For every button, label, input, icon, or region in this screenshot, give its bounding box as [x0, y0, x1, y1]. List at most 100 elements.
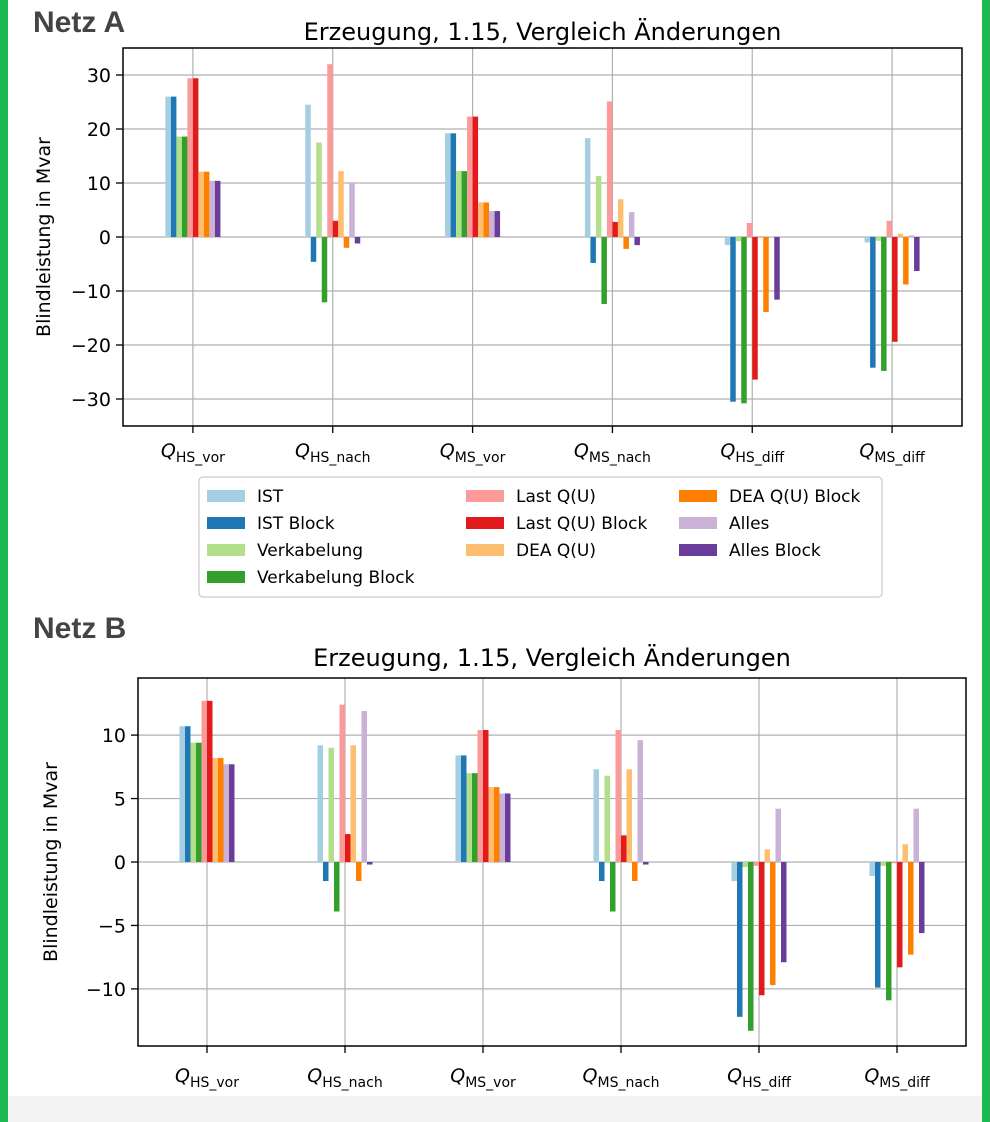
x-tick-label: QHS_vor — [175, 1065, 239, 1091]
bar — [742, 862, 748, 868]
bar — [354, 237, 361, 244]
bar — [770, 862, 776, 986]
bar — [914, 237, 920, 272]
chart-title: Erzeugung, 1.15, Vergleich Änderungen — [313, 643, 791, 672]
bar — [897, 233, 904, 237]
bar — [593, 769, 599, 862]
bar — [323, 862, 329, 882]
legend-swatch — [207, 544, 245, 556]
bar — [880, 862, 886, 866]
bar — [478, 202, 484, 237]
bar — [203, 171, 210, 237]
bar — [332, 220, 339, 237]
bar — [759, 862, 765, 996]
y-tick-label: 5 — [114, 789, 126, 811]
bar — [752, 237, 758, 380]
legend-label: DEA Q(U) — [516, 541, 596, 561]
legend-swatch — [679, 544, 717, 556]
bar — [229, 764, 235, 862]
legend-label: Alles Block — [729, 541, 821, 561]
bar — [886, 862, 892, 1001]
bar — [483, 730, 489, 862]
bar — [908, 862, 914, 955]
bar — [612, 221, 618, 237]
bar — [494, 211, 501, 237]
chart-legend: IST IST Block Verkabelung Verkabelung Block… — [198, 476, 883, 598]
y-axis-label: Blindleistung in Mvar — [33, 137, 55, 337]
legend-box — [198, 476, 883, 598]
bar — [317, 745, 323, 862]
legend-swatch — [679, 490, 717, 502]
bar — [350, 745, 356, 862]
bar — [913, 808, 919, 862]
bar — [338, 171, 344, 237]
y-tick-label: 10 — [102, 725, 126, 747]
bar — [499, 793, 505, 862]
legend-swatch — [466, 517, 504, 529]
y-tick-label: −30 — [71, 389, 111, 411]
bar — [165, 96, 171, 237]
bar — [494, 787, 500, 862]
legend-swatch — [466, 544, 504, 556]
bar — [919, 862, 925, 934]
bar — [334, 862, 340, 912]
bar — [489, 211, 495, 237]
bar — [201, 700, 207, 862]
bar — [768, 236, 775, 237]
x-tick-label: QMS_vor — [440, 440, 506, 466]
legend-swatch — [207, 490, 245, 502]
legend-label: Alles — [729, 514, 770, 534]
x-tick-label: QHS_nach — [307, 1065, 382, 1091]
x-tick-label: QHS_diff — [727, 1065, 791, 1091]
bar — [343, 237, 350, 248]
bar — [207, 700, 213, 862]
bar — [735, 237, 742, 242]
bar — [327, 64, 333, 237]
bar — [869, 862, 875, 876]
bar — [190, 742, 196, 862]
x-tick-label: QMS_diff — [859, 440, 925, 466]
legend-swatch — [207, 517, 245, 529]
legend-label: IST — [257, 487, 284, 507]
bar — [892, 237, 898, 342]
net-a-label: Netz A — [33, 6, 126, 39]
bar — [764, 849, 770, 862]
bar — [891, 862, 897, 864]
bar — [456, 171, 462, 237]
x-tick-label: QHS_vor — [161, 440, 225, 466]
bar — [737, 862, 743, 1017]
bar — [339, 704, 345, 862]
bar — [356, 862, 362, 882]
bar — [192, 78, 199, 238]
bar — [881, 237, 887, 371]
bar — [214, 180, 221, 237]
bar — [632, 862, 638, 882]
bar — [450, 133, 457, 237]
bar — [187, 78, 193, 238]
bar — [218, 757, 224, 862]
bar — [724, 237, 731, 246]
bar — [908, 235, 915, 237]
bar — [615, 730, 621, 862]
legend-label: DEA Q(U) Block — [729, 487, 860, 507]
bar — [781, 862, 787, 963]
y-tick-label: 0 — [99, 227, 111, 249]
y-tick-label: 0 — [114, 852, 126, 874]
bar — [763, 237, 769, 313]
bar — [753, 862, 759, 866]
bar — [617, 199, 624, 237]
bar — [897, 862, 903, 968]
bar — [345, 834, 351, 862]
y-tick-label: 10 — [87, 173, 111, 195]
legend-label: IST Block — [257, 514, 335, 534]
y-axis-label: Blindleistung in Mvar — [40, 762, 62, 962]
bar — [590, 237, 596, 263]
chart-panel-0: −30 −20 −10 0 10 20 30 QHS_vor QHS_nach QMS_vor QM… — [33, 17, 963, 466]
bar — [472, 773, 478, 862]
x-tick-label: QHS_diff — [720, 440, 784, 466]
bar — [606, 101, 613, 238]
bar — [477, 730, 483, 862]
bar — [643, 862, 649, 865]
legend-label: Last Q(U) Block — [516, 514, 647, 534]
